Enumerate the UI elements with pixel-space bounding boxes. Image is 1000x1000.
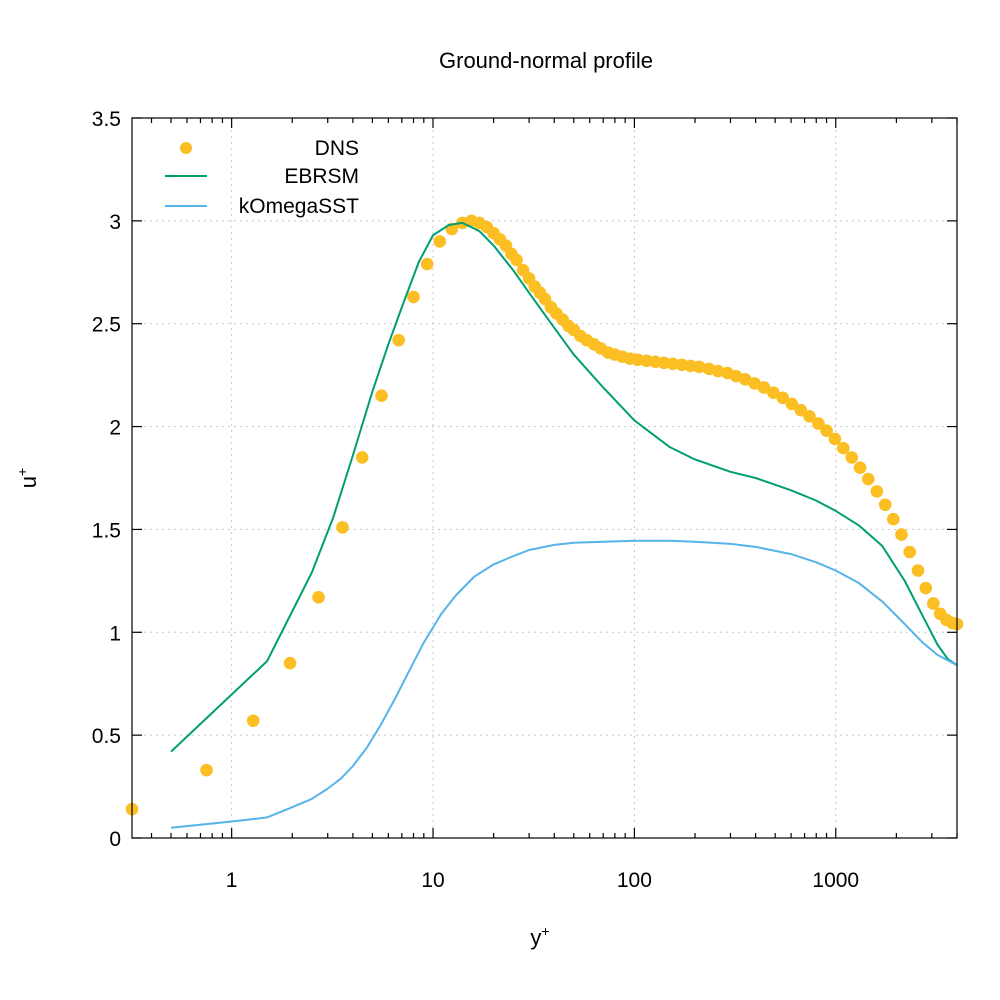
dns-point [692, 360, 706, 374]
dns-point [785, 397, 799, 411]
plot-frame [131, 117, 958, 839]
x-tick-label: 1 [226, 869, 238, 892]
chart-title: Ground-normal profile [439, 48, 653, 73]
dns-point [420, 257, 434, 271]
series-layer [125, 214, 964, 829]
dns-point [803, 409, 816, 423]
dns-point [392, 333, 405, 347]
dns-point [510, 253, 523, 267]
grid-lines [132, 118, 957, 838]
x-tick-label: 10 [421, 869, 444, 892]
dns-point [926, 597, 940, 610]
y-tick-labels: 0 0.5 1 1.5 2 2.5 3 3.5 [92, 108, 121, 851]
dns-point [711, 364, 725, 378]
dns-point [878, 498, 892, 512]
dns-point [336, 521, 349, 534]
series-komegasst-line [170, 539, 958, 829]
legend-komegasst-label: kOmegaSST [239, 195, 359, 218]
x-axis-label: y+ [530, 923, 549, 950]
y-tick-label: 0.5 [92, 725, 121, 748]
dns-point [812, 417, 825, 430]
dns-point [845, 451, 859, 464]
series-ebrsm-line [170, 221, 958, 753]
dns-point [836, 441, 850, 455]
dns-point [861, 472, 875, 486]
y-tick-label: 2 [109, 417, 121, 440]
dns-point [886, 512, 900, 526]
dns-point [246, 714, 260, 728]
dns-point [820, 424, 833, 437]
series-dns [125, 214, 964, 816]
y-tick-label: 2.5 [92, 314, 121, 337]
y-tick-label: 3 [109, 211, 121, 234]
y-tick-label: 1.5 [92, 519, 121, 542]
x-tick-label: 1000 [812, 869, 859, 892]
dns-point [200, 763, 213, 777]
x-tick-label: 100 [617, 869, 652, 892]
y-axis-label: u+ [14, 468, 41, 488]
legend: DNS EBRSM kOmegaSST [165, 137, 359, 218]
dns-point [757, 381, 771, 394]
dns-point [433, 235, 447, 248]
dns-point [355, 451, 369, 464]
dns-point [776, 391, 789, 405]
x-tick-labels: 1 10 100 1000 [226, 869, 859, 892]
y-tick-label: 3.5 [92, 108, 121, 131]
dns-point [895, 528, 908, 541]
dns-point [828, 432, 842, 446]
legend-dns-marker [180, 142, 192, 154]
dns-point [911, 564, 925, 577]
dns-point [794, 403, 808, 417]
dns-point [767, 386, 780, 399]
dns-point [903, 545, 917, 559]
dns-point [375, 389, 388, 403]
dns-point [407, 290, 420, 304]
y-tick-label: 1 [109, 622, 121, 645]
dns-point [853, 461, 867, 475]
dns-point [870, 485, 884, 498]
dns-point [919, 581, 933, 595]
legend-dns-label: DNS [315, 137, 359, 160]
dns-point [283, 656, 297, 670]
dns-point [748, 377, 761, 390]
dns-point [666, 357, 680, 371]
legend-ebrsm-label: EBRSM [284, 165, 359, 188]
y-tick-label: 0 [109, 828, 121, 851]
tick-marks [132, 117, 958, 839]
dns-point [312, 591, 325, 604]
